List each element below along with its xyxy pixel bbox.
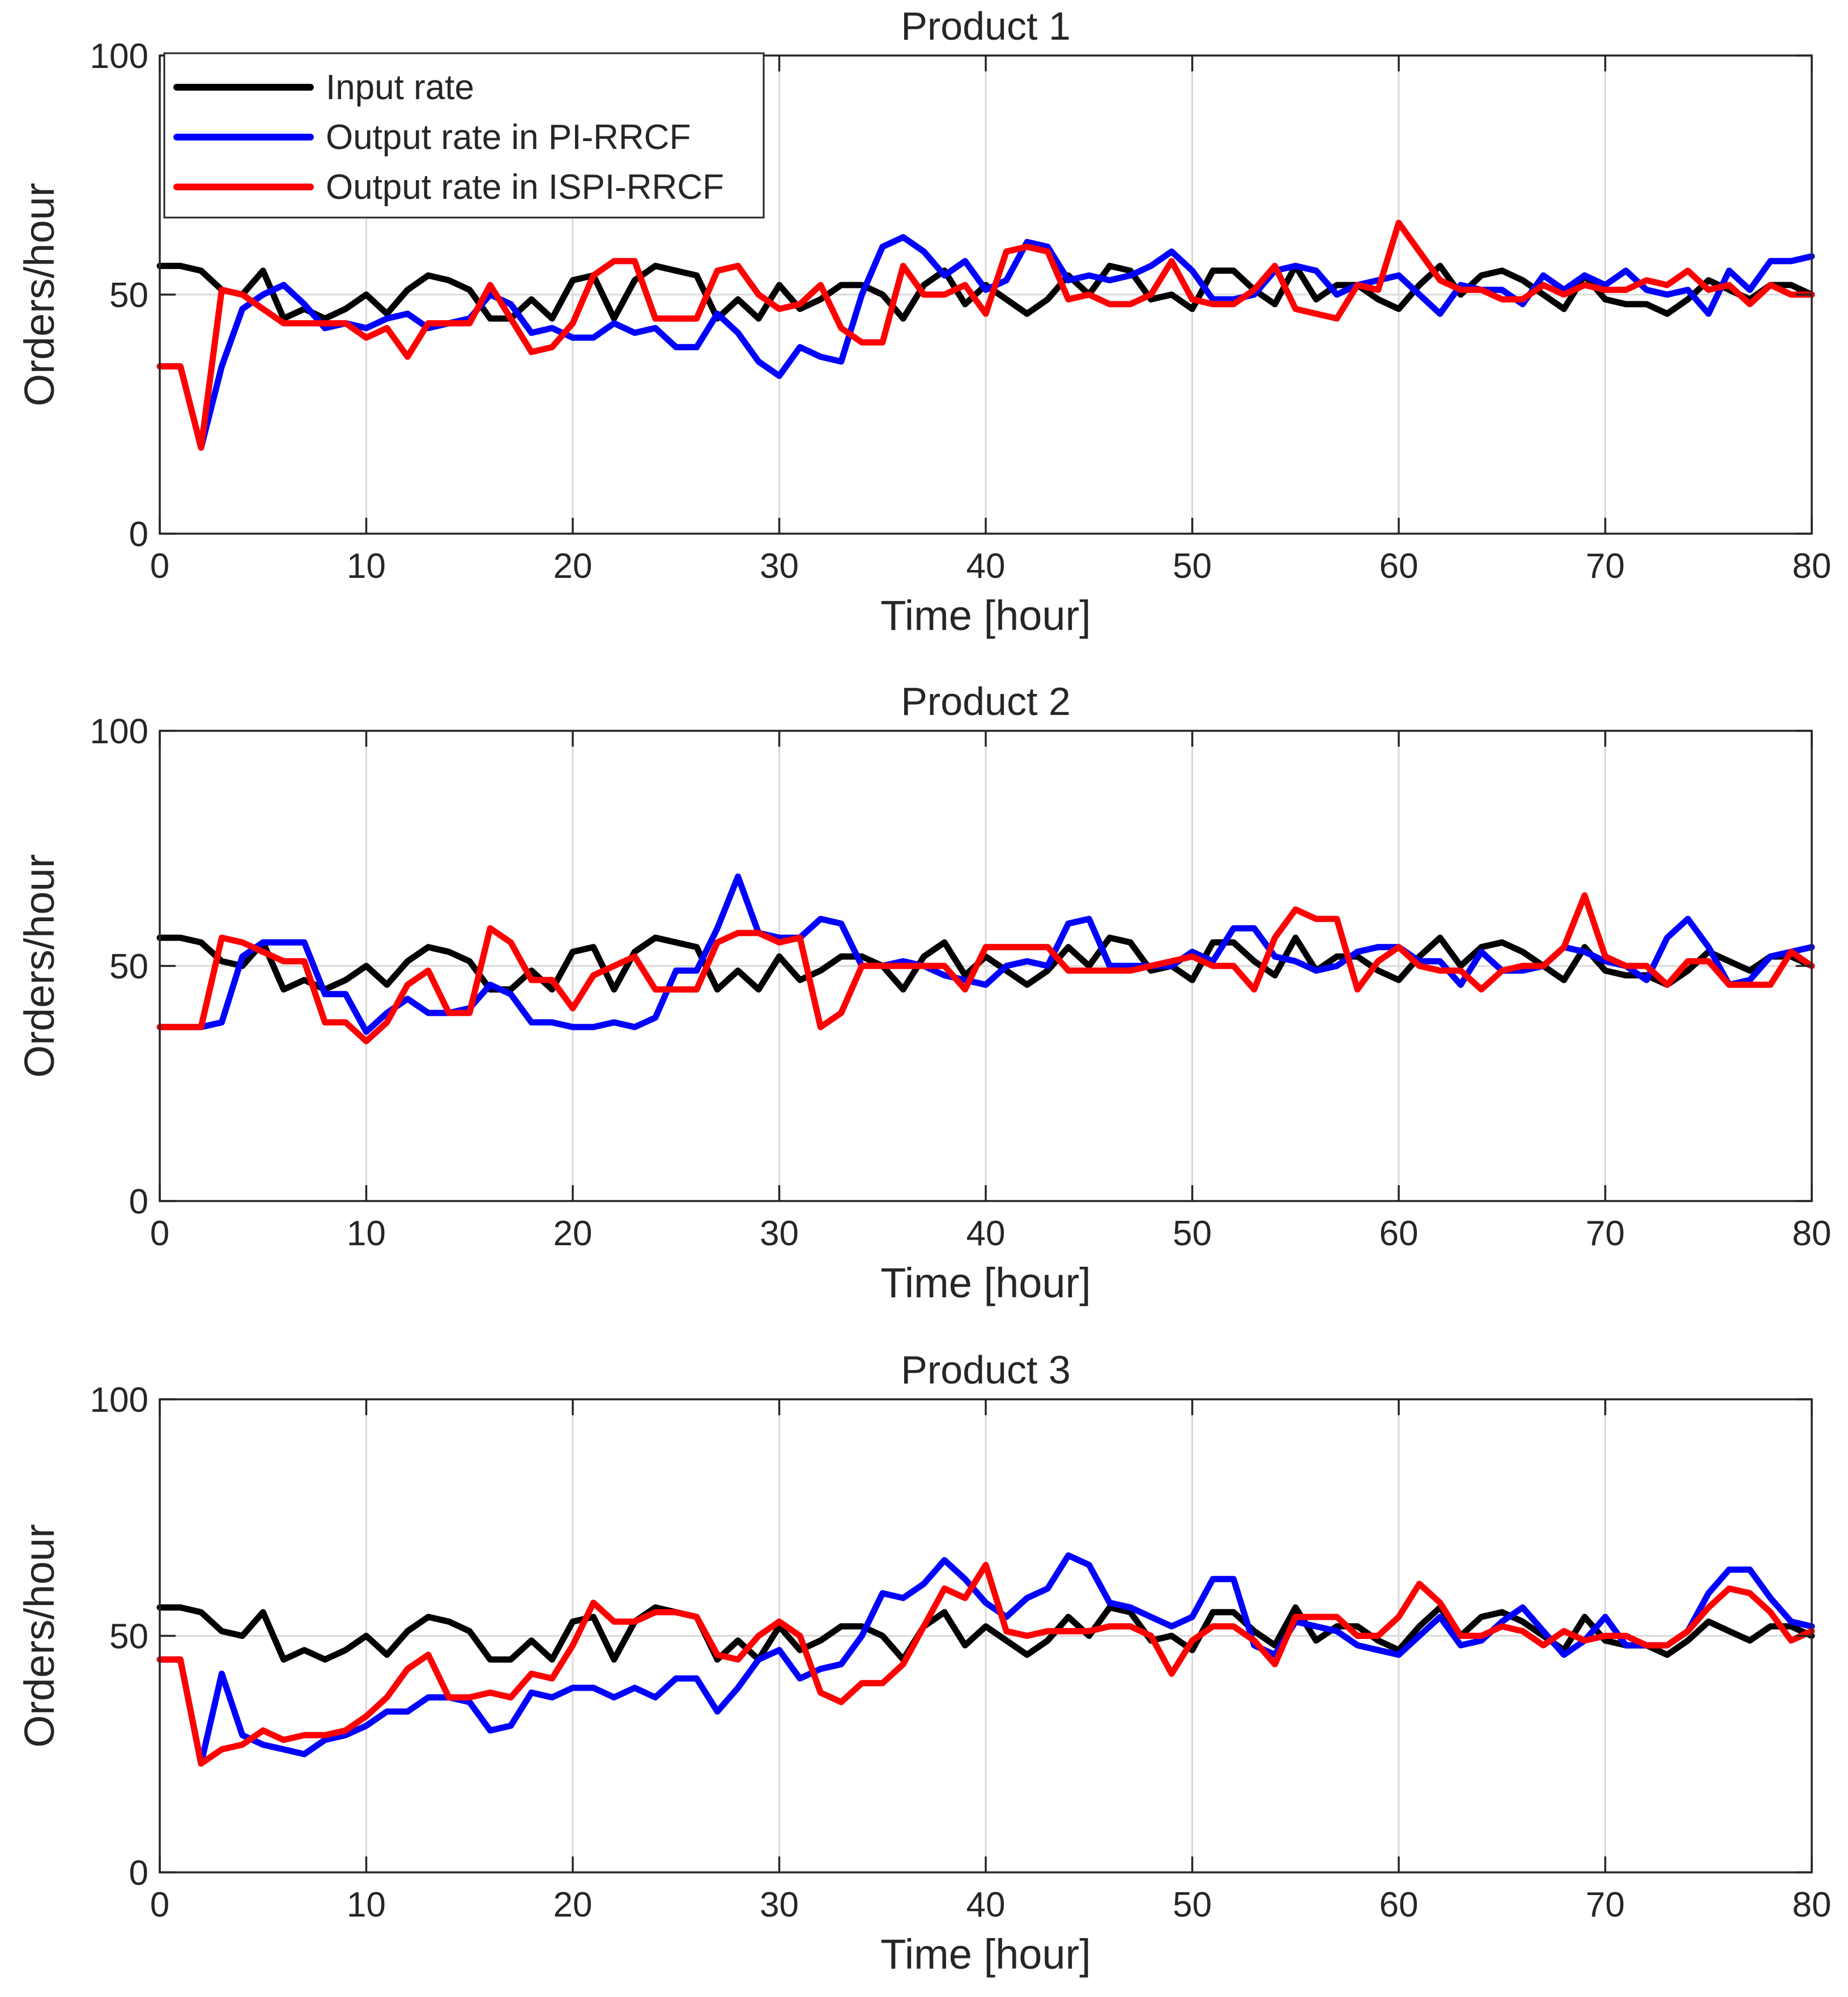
y-axis-label: Orders/hour [16,1524,63,1748]
y-tick-label: 50 [109,1617,148,1657]
x-tick-label: 60 [1379,1214,1419,1253]
x-tick-label: 30 [760,547,799,586]
series-line-ispi [156,892,1815,1045]
chart-product-1: 0 10 20 30 40 50 60 70 80 0 50 100 Product 1 Time [ho… [16,4,1831,639]
y-tick-label: 100 [90,712,148,751]
x-tick-label: 40 [966,547,1006,586]
x-axis-label: Time [hour] [880,592,1091,639]
chart-title: Product 3 [901,1348,1071,1392]
series-line-pi [156,1552,1815,1767]
x-tick-label: 10 [347,1214,386,1253]
x-tick-label: 70 [1586,547,1625,586]
chart-title: Product 1 [901,4,1071,48]
x-tick-label: 30 [760,1214,799,1253]
x-tick-label: 60 [1379,547,1419,586]
x-tick-label: 20 [553,1214,593,1253]
chart-product-3: 0 10 20 30 40 50 60 70 80 0 50 100 Product 3 Time [ho… [16,1348,1831,1978]
legend: Input rate Output rate in PI-RRCF Output r… [163,52,765,219]
x-tick-label: 80 [1792,1885,1832,1924]
x-tick-label: 40 [966,1885,1006,1924]
y-tick-label: 100 [90,37,148,76]
x-tick-label: 80 [1792,547,1832,586]
x-tick-label: 30 [760,1885,799,1924]
y-tick-label: 0 [129,515,148,554]
y-axis-label: Orders/hour [16,854,63,1078]
x-tick-label: 40 [966,1214,1006,1253]
x-tick-label: 0 [150,547,169,586]
x-tick-label: 50 [1173,547,1212,586]
series-line-pi [156,234,1815,451]
x-tick-label: 20 [553,1885,593,1924]
x-tick-label: 50 [1173,1885,1212,1924]
y-tick-label: 100 [90,1381,148,1420]
series-line-input [156,934,1815,993]
legend-label-input: Input rate [326,68,474,107]
y-tick-label: 50 [109,276,148,315]
y-tick-label: 0 [129,1854,148,1893]
legend-label-pi: Output rate in PI-RRCF [326,118,691,157]
x-tick-label: 80 [1792,1214,1832,1253]
series-line-ispi [156,219,1815,451]
x-tick-label: 0 [150,1885,169,1924]
chart-title: Product 2 [901,679,1071,723]
y-tick-label: 50 [109,947,148,986]
x-tick-label: 70 [1586,1885,1625,1924]
legend-label-ispi: Output rate in ISPI-RRCF [326,168,724,207]
x-tick-label: 50 [1173,1214,1212,1253]
series-line-input [156,1604,1815,1663]
x-tick-label: 60 [1379,1885,1419,1924]
x-tick-label: 10 [347,1885,386,1924]
chart-product-2: 0 10 20 30 40 50 60 70 80 0 50 100 Product 2 Time [ho… [16,679,1831,1306]
x-tick-label: 10 [347,547,386,586]
y-tick-label: 0 [129,1182,148,1221]
x-tick-label: 0 [150,1214,169,1253]
x-tick-label: 70 [1586,1214,1625,1253]
y-axis-label: Orders/hour [16,183,63,407]
series-line-ispi [156,1561,1815,1767]
x-axis-label: Time [hour] [880,1931,1091,1978]
x-axis-label: Time [hour] [880,1259,1091,1306]
x-tick-label: 20 [553,547,593,586]
